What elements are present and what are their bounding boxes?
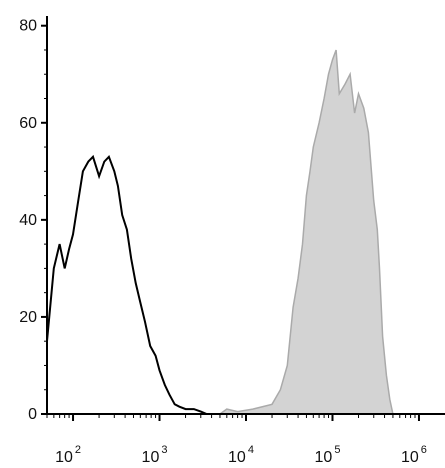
y-axis: 0 20 40 60 80 <box>19 18 47 423</box>
series-layer <box>46 49 394 415</box>
plot-area <box>46 16 445 415</box>
y-tick-label: 60 <box>19 115 37 132</box>
y-tick-label: 80 <box>19 18 37 35</box>
x-axis: 10 2 10 3 10 4 10 5 10 6 <box>46 414 427 466</box>
x-tick-label: 10 5 <box>315 444 341 466</box>
y-tick-label: 20 <box>19 309 37 326</box>
y-tick-label: 0 <box>28 406 37 423</box>
series-2-area <box>200 49 394 415</box>
series-1-line <box>46 154 207 415</box>
x-tick-label: 10 4 <box>228 444 254 466</box>
y-tick-label: 40 <box>19 212 37 229</box>
x-tick-label: 10 6 <box>401 444 427 466</box>
x-tick-label: 10 3 <box>142 444 168 466</box>
x-tick-label: 10 2 <box>55 444 81 466</box>
plot-background <box>47 16 445 414</box>
